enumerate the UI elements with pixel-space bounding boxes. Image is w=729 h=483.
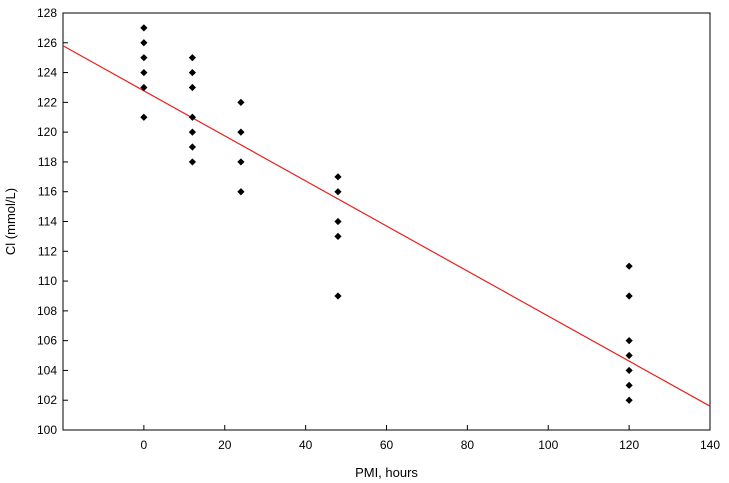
y-tick-label: 122	[37, 95, 57, 109]
data-point	[334, 173, 342, 181]
y-tick-label: 124	[37, 66, 57, 80]
y-tick-label: 104	[37, 363, 57, 377]
y-tick-label: 120	[37, 125, 57, 139]
y-tick-label: 112	[38, 244, 57, 258]
data-point	[625, 292, 633, 300]
data-point	[237, 158, 245, 166]
y-tick-label: 126	[37, 36, 57, 50]
x-tick-label: 0	[141, 438, 148, 452]
y-tick-label: 128	[37, 6, 57, 20]
data-point	[140, 68, 148, 77]
data-point	[334, 232, 342, 240]
y-tick-label: 106	[37, 334, 57, 348]
data-point	[140, 54, 148, 62]
data-point	[188, 128, 196, 136]
data-point	[334, 188, 342, 196]
data-point	[140, 24, 148, 32]
x-tick-label: 40	[299, 438, 313, 452]
data-point	[334, 292, 342, 300]
data-point	[188, 68, 196, 77]
data-point	[625, 381, 633, 389]
x-axis-ticks: 0 20 40 60 80 100 120 140	[141, 425, 720, 452]
x-tick-label: 60	[380, 438, 394, 452]
x-tick-label: 80	[461, 438, 475, 452]
data-point	[237, 188, 245, 196]
y-tick-label: 118	[38, 155, 57, 169]
data-point	[625, 262, 633, 270]
data-point	[625, 337, 633, 345]
data-point	[188, 113, 196, 121]
x-tick-label: 100	[538, 438, 558, 452]
x-tick-label: 20	[218, 438, 232, 452]
y-tick-label: 108	[37, 304, 57, 318]
plot-frame	[62, 12, 711, 431]
data-point	[237, 128, 245, 136]
data-point	[237, 98, 245, 106]
data-point	[188, 83, 196, 92]
data-point	[188, 158, 196, 166]
data-point	[625, 396, 633, 404]
y-tick-label: 110	[38, 274, 57, 288]
data-point	[140, 113, 148, 121]
x-axis-label: PMI, hours	[355, 465, 418, 480]
y-axis-ticks: 100 102 104 106 108 110 112 114 116 118 120 122 124 1…	[37, 6, 68, 437]
regression-line-layer	[62, 45, 711, 407]
x-tick-label: 120	[619, 438, 639, 452]
y-tick-label: 102	[37, 393, 57, 407]
data-point	[140, 83, 148, 92]
data-point	[625, 351, 633, 360]
data-point	[188, 54, 196, 62]
data-point	[625, 366, 633, 375]
data-point	[140, 39, 148, 47]
data-point	[188, 143, 196, 151]
data-point	[334, 217, 342, 226]
regression-line	[62, 45, 711, 407]
y-tick-label: 100	[37, 423, 57, 437]
x-tick-label: 140	[700, 438, 720, 452]
data-points-layer	[140, 24, 633, 404]
y-tick-label: 114	[38, 215, 57, 229]
y-axis-label: Cl (mmol/L)	[3, 188, 18, 255]
y-tick-label: 116	[38, 185, 57, 199]
